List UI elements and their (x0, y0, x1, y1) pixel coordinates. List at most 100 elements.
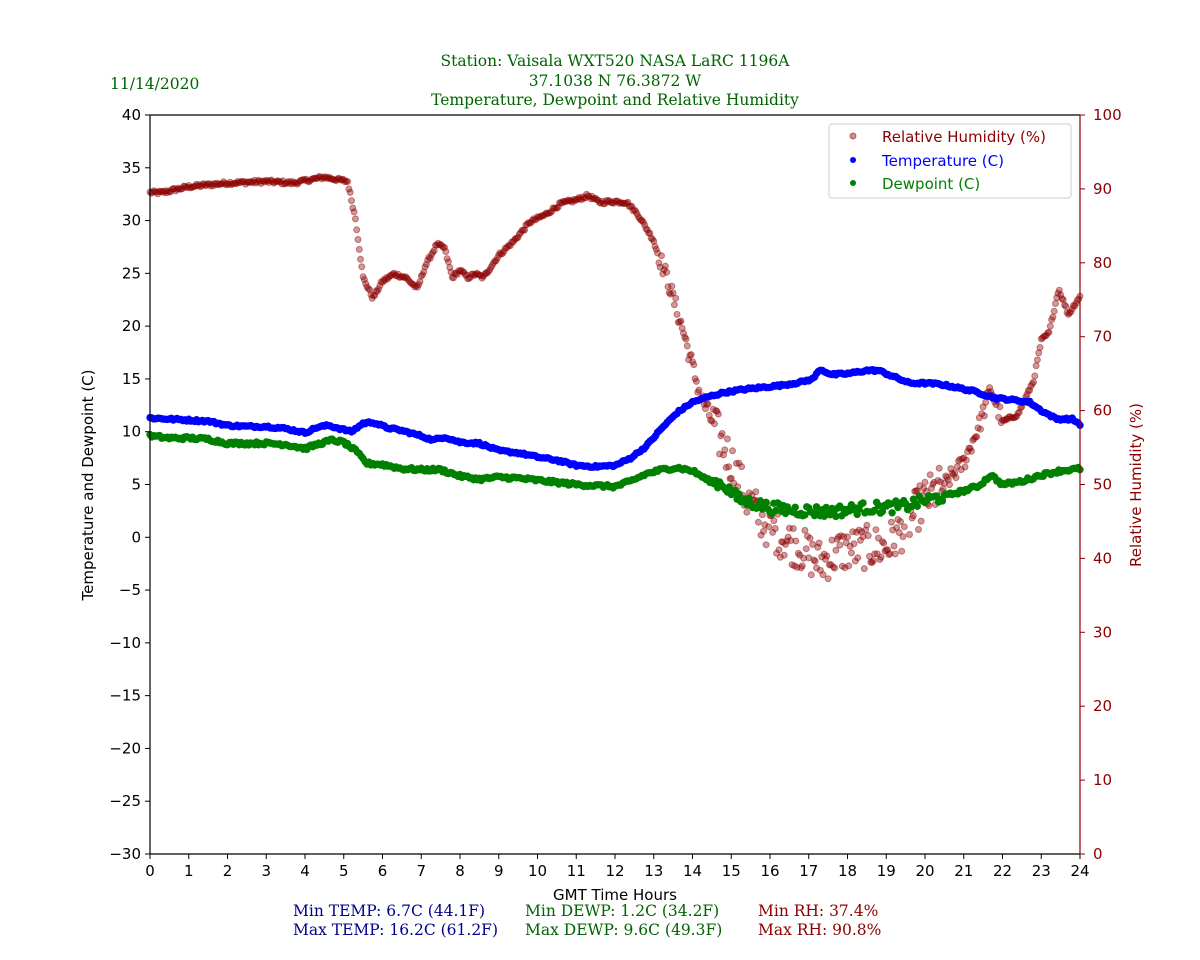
rh-point (209, 182, 217, 190)
rh-point (518, 226, 526, 234)
rh-point (726, 475, 734, 483)
rh-point (864, 532, 872, 540)
rh-point (669, 289, 677, 297)
rh-point (743, 508, 751, 516)
y-left-tick-label: −10 (109, 634, 141, 652)
rh-point (664, 283, 672, 291)
rh-point (302, 175, 310, 183)
rh-point (654, 249, 662, 257)
rh-point (433, 241, 441, 249)
dewpoint-point (762, 498, 770, 506)
rh-point (942, 472, 950, 480)
rh-point (421, 263, 429, 271)
x-tick-label: 22 (993, 862, 1012, 880)
rh-point (1024, 387, 1032, 394)
rh-point (827, 561, 835, 568)
x-tick-label: 19 (877, 862, 896, 880)
rh-point (274, 177, 282, 185)
rh-point (532, 215, 540, 223)
rh-point (838, 562, 846, 570)
rh-point (608, 199, 616, 207)
x-tick-label: 21 (954, 862, 973, 880)
rh-point (887, 518, 895, 526)
rh-point (822, 555, 829, 563)
rh-point (891, 550, 899, 558)
rh-point (335, 174, 343, 182)
rh-point (660, 266, 668, 274)
rh-point (435, 241, 443, 249)
y-axis-left-label: Temperature and Dewpoint (C) (79, 369, 97, 601)
rh-point (824, 575, 832, 583)
rh-point (725, 463, 733, 471)
x-tick-label: 10 (528, 862, 547, 880)
rh-point (623, 199, 631, 207)
rh-point (543, 209, 550, 217)
rh-point (461, 271, 469, 279)
y-right-tick-label: 40 (1093, 549, 1112, 567)
rh-point (851, 557, 859, 565)
rh-point (678, 324, 686, 332)
rh-point (398, 272, 406, 280)
rh-point (720, 451, 727, 459)
rh-point (862, 526, 870, 534)
y-left-tick-label: 5 (131, 476, 141, 494)
rh-point (651, 242, 659, 250)
rh-point (597, 199, 605, 207)
rh-point (261, 178, 269, 186)
rh-point (293, 180, 301, 188)
rh-point (553, 204, 561, 212)
rh-point (711, 420, 718, 428)
rh-point (318, 175, 326, 183)
rh-point (174, 184, 182, 192)
rh-point (205, 180, 213, 188)
rh-point (186, 184, 194, 192)
rh-point (813, 564, 820, 572)
rh-point (968, 447, 975, 455)
y-left-tick-label: 10 (122, 423, 141, 441)
rh-point (567, 197, 575, 205)
rh-point (1008, 414, 1015, 422)
rh-point (534, 213, 541, 221)
y-right-tick-label: 50 (1093, 476, 1112, 494)
rh-point (714, 410, 722, 418)
rh-point (515, 230, 523, 238)
y-left-tick-label: −20 (109, 739, 141, 757)
rh-point (432, 241, 439, 249)
dewpoint-point (791, 503, 799, 511)
max-rh-stat: Max RH: 90.8% (758, 921, 881, 939)
rh-point (244, 178, 252, 186)
rh-point (506, 242, 514, 250)
rh-point (388, 271, 395, 279)
rh-point (425, 253, 433, 261)
rh-point (199, 180, 207, 188)
rh-point (501, 244, 509, 252)
rh-point (358, 263, 366, 271)
rh-point (599, 200, 607, 208)
rh-point (716, 450, 724, 458)
rh-point (456, 267, 464, 275)
rh-point (513, 234, 521, 242)
rh-point (629, 207, 637, 215)
rh-point (510, 236, 518, 244)
rh-point (831, 564, 839, 572)
rh-point (258, 177, 266, 185)
rh-point (877, 553, 885, 561)
rh-point (565, 196, 572, 204)
rh-point (776, 553, 784, 561)
rh-point (1015, 408, 1023, 416)
rh-point (368, 294, 376, 302)
rh-point (689, 358, 696, 366)
rh-point (370, 292, 377, 300)
rh-point (676, 318, 684, 326)
rh-point (948, 469, 956, 477)
rh-point (810, 556, 818, 564)
rh-point (523, 220, 531, 228)
rh-point (1039, 334, 1046, 342)
rh-point (402, 273, 410, 281)
rh-point (375, 285, 383, 293)
rh-point (156, 188, 164, 196)
rh-point (212, 181, 220, 188)
rh-point (704, 400, 712, 408)
rh-point (930, 478, 938, 486)
